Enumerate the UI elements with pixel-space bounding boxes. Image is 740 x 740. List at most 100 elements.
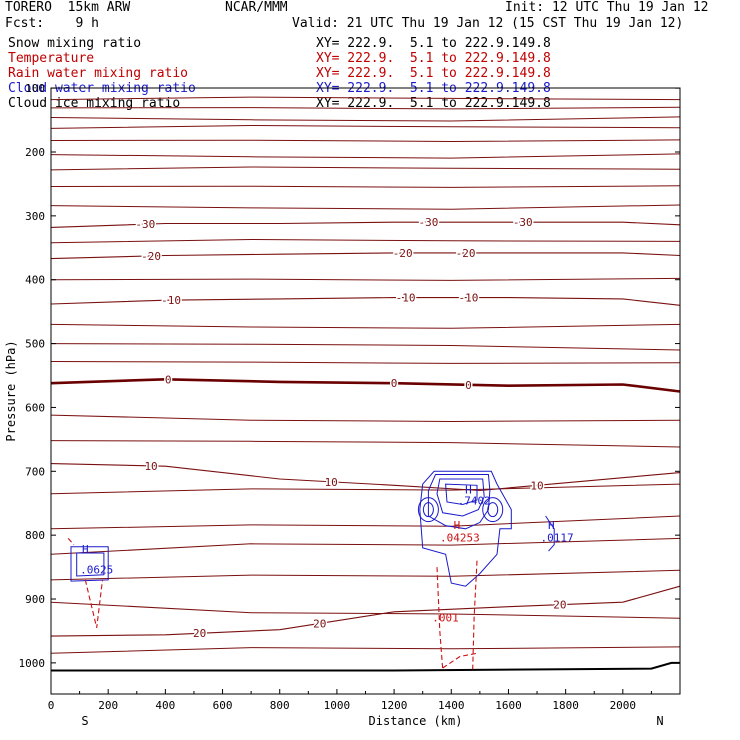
background-isotherm <box>50 537 681 555</box>
y-tick-label: 400 <box>25 274 45 287</box>
background-isotherm <box>50 238 681 244</box>
background-isotherm <box>50 106 681 110</box>
background-isotherm <box>50 601 681 619</box>
y-tick-label: 1000 <box>19 657 46 670</box>
rain-water-contour <box>67 538 75 546</box>
extremum-label-cloud_water: H <box>82 543 89 556</box>
field-xy-cloud-ice: XY= 222.9. 5.1 to 222.9.149.8 <box>316 96 551 111</box>
background-isotherm <box>50 646 681 654</box>
y-axis-label: Pressure (hPa) <box>4 340 18 441</box>
isotherm-minus30 <box>50 221 681 228</box>
center-title: NCAR/MMM <box>225 0 288 15</box>
background-isotherm <box>50 569 681 581</box>
cloud-water-contour <box>445 483 478 506</box>
isotherm-label: -20 <box>456 247 476 260</box>
isotherm-label: 20 <box>553 599 566 612</box>
cloud-water-contour <box>70 546 109 582</box>
field-name-snow: Snow mixing ratio <box>8 36 142 51</box>
x-axis-label: Distance (km) <box>369 714 463 728</box>
isotherm-label: -10 <box>161 294 181 307</box>
isotherm-label: -30 <box>135 218 155 231</box>
x-tick-label: 200 <box>98 699 118 712</box>
background-isotherm <box>50 323 681 329</box>
extremum-label-rain: .04253 <box>440 532 480 545</box>
x-tick-label: 1600 <box>495 699 522 712</box>
isotherm-label: 20 <box>313 617 326 630</box>
isotherm-label: 10 <box>144 460 157 473</box>
field-name-rain: Rain water mixing ratio <box>8 66 189 81</box>
isotherm-label: -10 <box>396 292 416 305</box>
cloud-water-contour <box>427 474 491 530</box>
background-isotherm <box>50 515 681 530</box>
endpoint-south: S <box>81 714 88 728</box>
isotherm-label: -30 <box>418 216 438 229</box>
isotherm-10 <box>50 463 681 492</box>
background-isotherm <box>50 277 681 281</box>
x-tick-label: 1400 <box>438 699 465 712</box>
y-tick-label: 700 <box>25 465 45 478</box>
rain-water-contour <box>472 560 478 670</box>
background-isotherm <box>50 483 681 495</box>
background-isotherm <box>50 116 681 122</box>
rain-water-contour <box>84 579 104 628</box>
rain-water-contour <box>436 567 444 670</box>
isotherm-label: 20 <box>193 627 206 640</box>
extremum-label-cloud_water: H <box>548 519 555 532</box>
y-tick-label: 300 <box>25 210 45 223</box>
forecast-hour: Fcst: 9 h <box>5 16 99 31</box>
isotherm-minus10 <box>50 297 681 306</box>
field-xy-snow: XY= 222.9. 5.1 to 222.9.149.8 <box>316 36 551 51</box>
x-tick-label: 800 <box>270 699 290 712</box>
extremum-label-rain: .001 <box>432 611 459 624</box>
cloud-water-contour <box>487 502 499 518</box>
background-isotherm <box>50 96 681 101</box>
background-isotherm <box>50 166 681 171</box>
cloud-water-contour <box>76 552 105 577</box>
isotherm-0 <box>50 377 681 393</box>
isotherm-20 <box>50 585 681 637</box>
y-tick-label: 200 <box>25 146 45 159</box>
isotherm-label: 10 <box>530 479 543 492</box>
background-isotherm <box>50 204 681 210</box>
background-isotherm <box>50 153 681 159</box>
isotherm-label: 0 <box>165 373 172 386</box>
x-tick-label: 1200 <box>381 699 408 712</box>
cloud-water-contour <box>436 478 485 517</box>
valid-time: Valid: 21 UTC Thu 19 Jan 12 (15 CST Thu … <box>292 16 684 31</box>
y-tick-label: 900 <box>25 593 45 606</box>
isotherm-label: -30 <box>513 216 533 229</box>
cloud-water-contour <box>417 497 439 523</box>
isotherm-label: 0 <box>391 377 398 390</box>
isotherm-minus20 <box>50 252 681 260</box>
y-tick-label: 800 <box>25 529 45 542</box>
extremum-label-cloud_water: .7402 <box>458 495 491 508</box>
y-tick-label: 100 <box>25 82 45 95</box>
y-tick-label: 600 <box>25 401 45 414</box>
x-tick-label: 600 <box>213 699 233 712</box>
model-title: TORERO 15km ARW <box>5 0 131 15</box>
background-isotherm <box>50 440 681 448</box>
ground-line <box>51 661 680 672</box>
isotherm-label: -20 <box>141 250 161 263</box>
background-isotherm <box>50 185 681 188</box>
x-tick-label: 1000 <box>324 699 351 712</box>
cloud-water-contour <box>482 497 504 523</box>
background-isotherm <box>50 361 681 364</box>
extremum-label-cloud_water: H <box>465 484 472 497</box>
background-isotherm <box>50 343 681 351</box>
rain-water-contour <box>442 652 478 669</box>
background-isotherm <box>50 139 681 143</box>
init-time: Init: 12 UTC Thu 19 Jan 12 <box>505 0 709 15</box>
isotherm-label: 0 <box>465 379 472 392</box>
cloud-water-contour <box>422 502 434 518</box>
endpoint-north: N <box>656 714 663 728</box>
background-isotherm <box>50 124 681 129</box>
cloud-water-contour <box>419 470 512 587</box>
cloud-water-contour <box>545 515 555 552</box>
isotherm-label: -20 <box>393 247 413 260</box>
extremum-label-cloud_water: .0117 <box>540 532 573 545</box>
x-tick-label: 2000 <box>610 699 637 712</box>
isotherm-label: -10 <box>458 292 478 305</box>
extremum-label-rain: H <box>454 519 461 532</box>
